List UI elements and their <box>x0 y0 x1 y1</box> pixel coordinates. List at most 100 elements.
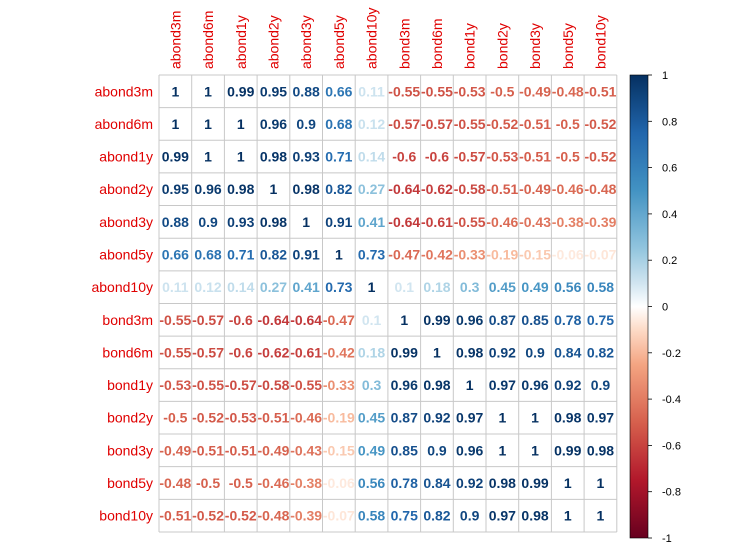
legend-tick-label: 0 <box>662 302 668 314</box>
cell-value: 1 <box>171 116 179 132</box>
cell-value: -0.53 <box>486 149 518 165</box>
cell-value: 1 <box>531 410 539 426</box>
cell-value: 1 <box>498 442 506 458</box>
cell-value: 0.88 <box>293 83 320 99</box>
cell-value: 1 <box>466 377 474 393</box>
cell-value: 0.96 <box>194 181 221 197</box>
cell-value: -0.42 <box>323 344 355 360</box>
cell-value: 1 <box>171 83 179 99</box>
cell-value: -0.5 <box>490 83 514 99</box>
cell-value: -0.58 <box>257 377 289 393</box>
cell-value: 0.12 <box>194 279 221 295</box>
cell-value: 0.9 <box>198 214 218 230</box>
cell-value: 0.12 <box>358 116 385 132</box>
cell-value: 0.98 <box>293 181 320 197</box>
cell-value: -0.47 <box>388 247 420 263</box>
cell-value: -0.5 <box>556 149 580 165</box>
cell-value: 0.97 <box>489 508 516 524</box>
cell-value: 0.14 <box>358 149 385 165</box>
cell-value: -0.43 <box>290 442 322 458</box>
cell-value: -0.06 <box>323 475 355 491</box>
cell-value: -0.62 <box>421 181 453 197</box>
cell-value: 0.27 <box>260 279 287 295</box>
cell-value: 1 <box>433 344 441 360</box>
cell-value: 0.9 <box>591 377 611 393</box>
cell-value: 0.99 <box>554 442 581 458</box>
cell-value: -0.51 <box>257 410 289 426</box>
cell-value: 0.91 <box>325 214 352 230</box>
cell-value: 0.84 <box>423 475 450 491</box>
cell-value: -0.51 <box>519 116 551 132</box>
row-label: bond6m <box>102 344 153 360</box>
cell-value: 0.98 <box>521 508 548 524</box>
row-label: abond3y <box>99 214 153 230</box>
legend-tick-label: 0.8 <box>662 116 677 128</box>
cell-value: 0.96 <box>391 377 418 393</box>
cell-value: 0.84 <box>554 344 581 360</box>
cell-value: 0.99 <box>391 344 418 360</box>
cell-value: 1 <box>368 279 376 295</box>
cell-value: -0.33 <box>454 247 486 263</box>
cell-value: 1 <box>400 312 408 328</box>
cell-value: 0.98 <box>423 377 450 393</box>
cell-value: -0.61 <box>421 214 453 230</box>
cell-value: 1 <box>335 247 343 263</box>
cell-value: 0.56 <box>358 475 385 491</box>
cell-value: -0.57 <box>388 116 420 132</box>
cell-value: -0.19 <box>486 247 518 263</box>
cell-value: 0.56 <box>554 279 581 295</box>
cell-value: 0.78 <box>554 312 581 328</box>
cell-value: -0.53 <box>225 410 257 426</box>
cell-value: -0.5 <box>196 475 220 491</box>
cell-value: 0.41 <box>293 279 320 295</box>
cell-value: 0.11 <box>358 83 385 99</box>
legend-tick-label: -0.2 <box>662 348 681 360</box>
cell-value: -0.51 <box>519 149 551 165</box>
cell-value: 0.99 <box>521 475 548 491</box>
cell-value: -0.46 <box>486 214 518 230</box>
cell-value: 1 <box>237 116 245 132</box>
row-label: bond3m <box>102 312 153 328</box>
cell-value: -0.53 <box>159 377 191 393</box>
cell-value: 0.58 <box>587 279 614 295</box>
cell-value: 1 <box>498 410 506 426</box>
cell-value: -0.6 <box>425 149 449 165</box>
cell-value: -0.52 <box>225 508 257 524</box>
cell-value: -0.64 <box>257 312 289 328</box>
cell-value: 0.98 <box>456 344 483 360</box>
cell-value: 0.78 <box>391 475 418 491</box>
cell-value: 0.95 <box>162 181 189 197</box>
cell-value: -0.62 <box>257 344 289 360</box>
column-label: abond5y <box>331 15 347 69</box>
legend-tick-label: -0.6 <box>662 440 681 452</box>
cell-value: 0.45 <box>358 410 385 426</box>
cell-value: 0.71 <box>325 149 352 165</box>
cell-value: -0.57 <box>192 312 224 328</box>
cell-value: 1 <box>564 508 572 524</box>
cell-value: 0.91 <box>293 247 320 263</box>
cell-value: 0.27 <box>358 181 385 197</box>
cell-value: -0.53 <box>454 83 486 99</box>
cell-value: 0.99 <box>162 149 189 165</box>
cell-value: 1 <box>597 475 605 491</box>
cell-value: 0.66 <box>325 83 352 99</box>
cell-value: 0.95 <box>260 83 287 99</box>
cell-value: 0.14 <box>227 279 254 295</box>
column-label: bond6m <box>429 18 445 69</box>
cell-value: 1 <box>204 83 212 99</box>
cell-value: 0.41 <box>358 214 385 230</box>
cell-value: 0.93 <box>293 149 320 165</box>
cell-value: 0.71 <box>227 247 254 263</box>
cell-value: 0.9 <box>525 344 545 360</box>
row-label: abond1y <box>99 149 153 165</box>
cell-value: 1 <box>204 149 212 165</box>
cell-value: 0.82 <box>423 508 450 524</box>
legend-tick-label: 1 <box>662 70 668 82</box>
cell-value: 0.92 <box>456 475 483 491</box>
cell-value: 1 <box>302 214 310 230</box>
column-label: bond5y <box>560 23 576 69</box>
cell-value: -0.55 <box>454 214 486 230</box>
cell-value: -0.07 <box>323 508 355 524</box>
cell-value: 0.68 <box>325 116 352 132</box>
cell-value: 0.66 <box>162 247 189 263</box>
